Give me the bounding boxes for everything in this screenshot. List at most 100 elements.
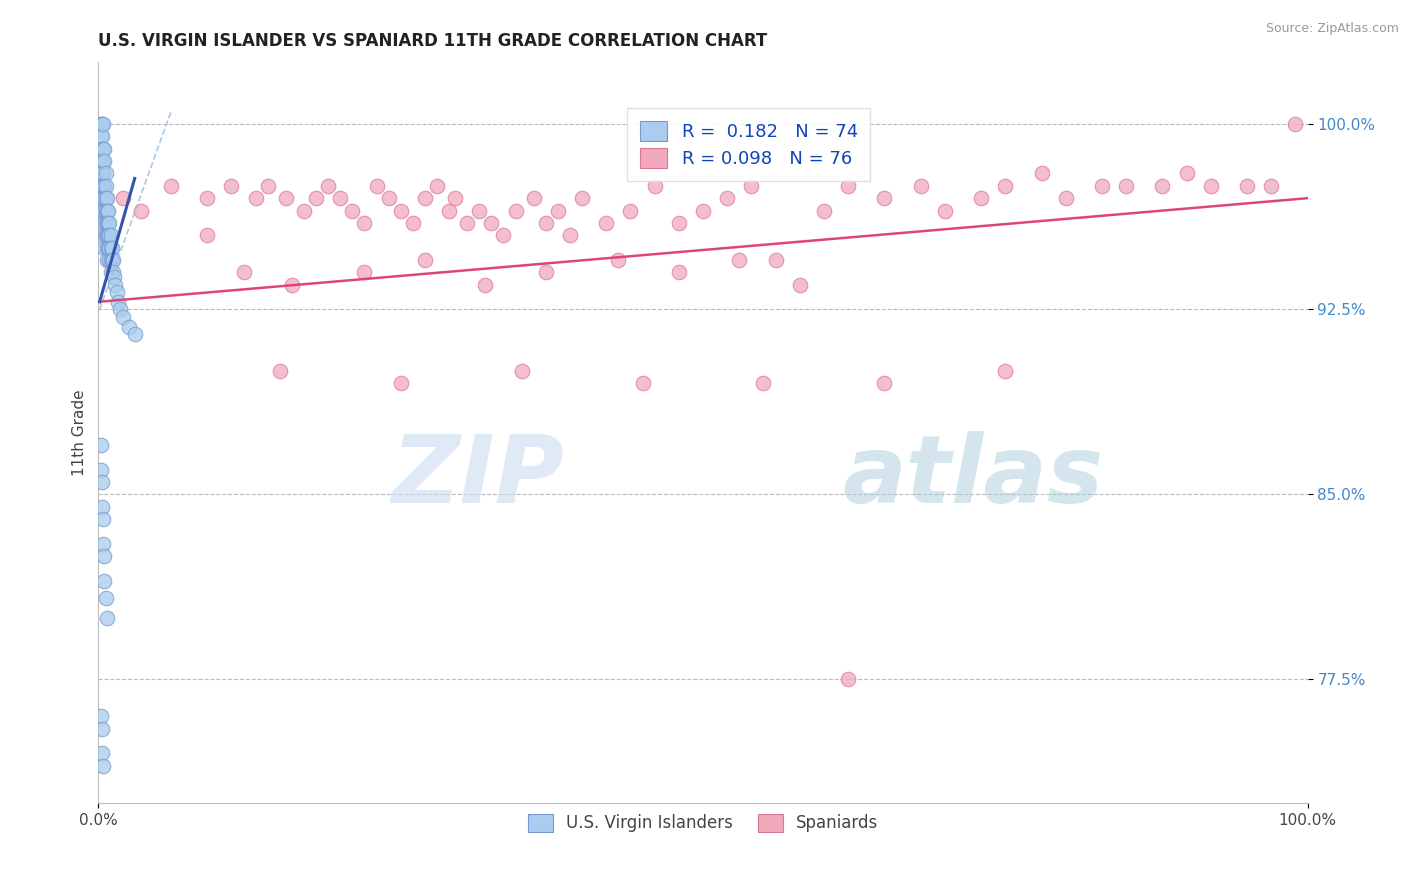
Point [91,191,114,205]
Point [93,191,115,205]
Point [93,574,115,588]
Text: ZIP: ZIP [391,431,564,523]
Point [94,191,117,205]
Point [91,747,114,761]
Point [97,203,120,218]
Point [98,240,121,254]
Point [934,203,956,218]
Point [96,216,118,230]
Point [96,203,118,218]
Point [118,319,141,334]
Point [91,129,114,144]
Point [353,265,375,279]
Point [97,216,120,230]
Point [1175,166,1198,180]
Point [93,216,115,230]
Point [269,364,291,378]
Point [1091,178,1114,193]
Point [547,203,569,218]
Text: Source: ZipAtlas.com: Source: ZipAtlas.com [1265,22,1399,36]
Point [90,438,112,452]
Point [100,252,122,267]
Point [789,277,811,292]
Point [571,191,593,205]
Point [96,252,118,267]
Point [281,277,304,292]
Point [91,166,114,180]
Point [873,376,896,391]
Point [910,178,932,193]
Legend: U.S. Virgin Islanders, Spaniards: U.S. Virgin Islanders, Spaniards [522,807,884,838]
Point [245,191,267,205]
Point [232,265,254,279]
Point [752,376,775,391]
Point [195,228,218,243]
Point [1031,166,1053,180]
Text: U.S. VIRGIN ISLANDER VS SPANIARD 11TH GRADE CORRELATION CHART: U.S. VIRGIN ISLANDER VS SPANIARD 11TH GR… [98,32,768,50]
Point [93,142,115,156]
Point [91,154,114,169]
Point [402,216,425,230]
Point [1152,178,1174,193]
Point [389,376,412,391]
Point [93,203,115,218]
Point [94,228,117,243]
Point [104,277,127,292]
Point [481,216,503,230]
Point [103,270,125,285]
Point [1054,191,1077,205]
Point [101,252,124,267]
Point [221,178,243,193]
Point [510,364,533,378]
Point [716,191,738,205]
Point [98,228,121,243]
Text: atlas: atlas [842,431,1104,523]
Point [994,364,1017,378]
Point [93,228,115,243]
Point [1236,178,1258,193]
Point [534,216,557,230]
Point [366,178,388,193]
Point [93,178,115,193]
Point [96,610,118,624]
Point [837,673,859,687]
Point [91,117,114,131]
Point [100,240,122,254]
Point [377,191,399,205]
Point [970,191,993,205]
Point [305,191,328,205]
Point [100,228,122,243]
Point [413,252,436,267]
Point [98,252,121,267]
Point [91,166,114,180]
Point [595,216,617,230]
Point [111,310,134,324]
Point [353,216,375,230]
Point [91,154,114,169]
Point [100,265,122,279]
Point [90,129,112,144]
Point [101,265,124,279]
Point [91,722,114,736]
Point [195,191,218,205]
Point [765,252,787,267]
Point [1284,117,1306,131]
Point [837,178,859,193]
Point [90,154,112,169]
Point [740,178,762,193]
Point [100,240,122,254]
Point [668,216,690,230]
Point [342,203,364,218]
Point [97,240,120,254]
Point [468,203,491,218]
Point [93,154,115,169]
Point [1199,178,1222,193]
Point [523,191,546,205]
Point [426,178,449,193]
Point [474,277,496,292]
Point [413,191,436,205]
Point [444,191,467,205]
Point [96,191,118,205]
Point [97,228,120,243]
Point [316,178,339,193]
